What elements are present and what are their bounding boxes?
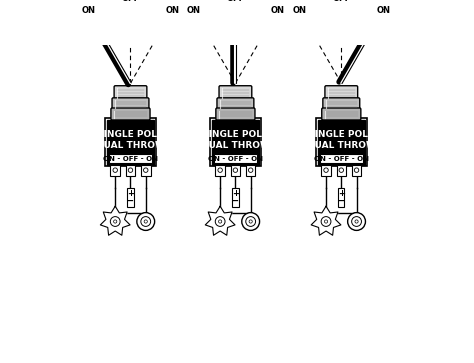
Text: ON: ON <box>82 6 95 15</box>
Circle shape <box>128 168 133 172</box>
Circle shape <box>218 168 222 172</box>
Text: ON: ON <box>292 6 306 15</box>
FancyBboxPatch shape <box>114 86 147 100</box>
FancyBboxPatch shape <box>210 118 261 167</box>
Circle shape <box>347 213 365 231</box>
Text: OFF: OFF <box>332 0 350 3</box>
Text: SINGLE POLE: SINGLE POLE <box>202 130 268 139</box>
Text: −: − <box>337 196 346 206</box>
FancyBboxPatch shape <box>105 118 156 167</box>
Polygon shape <box>100 206 130 235</box>
Polygon shape <box>205 206 235 235</box>
FancyBboxPatch shape <box>215 164 225 176</box>
FancyBboxPatch shape <box>321 164 331 176</box>
Text: SINGLE POLE: SINGLE POLE <box>98 130 164 139</box>
Circle shape <box>376 22 379 25</box>
FancyBboxPatch shape <box>322 108 361 120</box>
FancyBboxPatch shape <box>212 120 259 164</box>
FancyBboxPatch shape <box>231 164 240 176</box>
Text: ON: ON <box>376 6 391 15</box>
FancyBboxPatch shape <box>325 86 358 100</box>
Circle shape <box>339 168 344 172</box>
FancyBboxPatch shape <box>316 118 367 167</box>
Circle shape <box>141 217 151 227</box>
Text: DUAL THROW: DUAL THROW <box>201 142 270 150</box>
Text: +: + <box>127 189 134 197</box>
Text: DUAL THROW: DUAL THROW <box>96 142 165 150</box>
FancyBboxPatch shape <box>109 154 152 163</box>
Text: ON: ON <box>186 6 201 15</box>
Text: OFF: OFF <box>226 0 245 3</box>
Circle shape <box>246 217 255 227</box>
Text: −: − <box>231 196 239 206</box>
FancyBboxPatch shape <box>217 98 254 110</box>
Text: ON - OFF - ON: ON - OFF - ON <box>208 155 263 162</box>
Text: OFF: OFF <box>121 0 140 3</box>
FancyBboxPatch shape <box>112 98 149 110</box>
Circle shape <box>110 217 120 227</box>
FancyBboxPatch shape <box>219 86 252 100</box>
Circle shape <box>242 213 260 231</box>
Text: −: − <box>127 196 135 206</box>
FancyBboxPatch shape <box>320 154 363 163</box>
FancyBboxPatch shape <box>111 108 150 120</box>
Circle shape <box>95 20 98 24</box>
Circle shape <box>137 213 155 231</box>
Text: ON: ON <box>165 6 180 15</box>
FancyBboxPatch shape <box>337 164 346 176</box>
FancyBboxPatch shape <box>338 188 345 207</box>
Circle shape <box>324 220 328 223</box>
Text: SINGLE POLE: SINGLE POLE <box>308 130 374 139</box>
FancyBboxPatch shape <box>141 164 151 176</box>
Circle shape <box>373 19 380 26</box>
Circle shape <box>324 168 328 172</box>
FancyBboxPatch shape <box>323 98 360 110</box>
Circle shape <box>113 168 118 172</box>
Text: +: + <box>338 189 345 197</box>
Text: ON: ON <box>271 6 284 15</box>
FancyBboxPatch shape <box>126 164 135 176</box>
Circle shape <box>232 9 239 17</box>
Circle shape <box>248 168 253 172</box>
Text: ON - OFF - ON: ON - OFF - ON <box>103 155 158 162</box>
Circle shape <box>219 220 222 223</box>
Circle shape <box>355 220 358 223</box>
Circle shape <box>144 168 148 172</box>
Circle shape <box>235 12 238 15</box>
Circle shape <box>144 220 147 223</box>
Circle shape <box>91 19 100 26</box>
FancyBboxPatch shape <box>216 108 255 120</box>
Text: DUAL THROW: DUAL THROW <box>307 142 376 150</box>
FancyBboxPatch shape <box>352 164 361 176</box>
Circle shape <box>114 220 117 223</box>
FancyBboxPatch shape <box>110 164 120 176</box>
Circle shape <box>249 220 252 223</box>
Circle shape <box>352 217 362 227</box>
Text: +: + <box>232 189 239 197</box>
FancyBboxPatch shape <box>107 120 154 164</box>
Circle shape <box>321 217 331 227</box>
Circle shape <box>355 168 359 172</box>
FancyBboxPatch shape <box>214 154 257 163</box>
FancyBboxPatch shape <box>246 164 255 176</box>
Circle shape <box>233 168 237 172</box>
Text: ON - OFF - ON: ON - OFF - ON <box>314 155 369 162</box>
Circle shape <box>215 217 225 227</box>
FancyBboxPatch shape <box>128 188 134 207</box>
FancyBboxPatch shape <box>232 188 238 207</box>
FancyBboxPatch shape <box>318 120 365 164</box>
Polygon shape <box>311 206 341 235</box>
